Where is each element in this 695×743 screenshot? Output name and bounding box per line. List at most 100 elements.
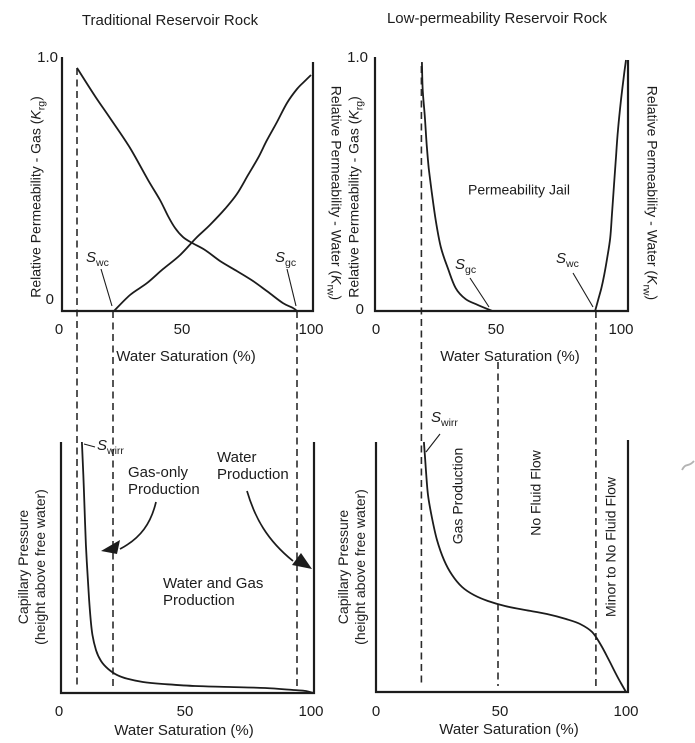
capillary-curve-low-perm [423,441,627,693]
ylabel-symbol: K [345,110,362,120]
gas-only-production-label: Gas-only Production [128,464,200,498]
height-above-free-water-line: (height above free water) [352,489,368,645]
water-production-label: Water Production [217,449,289,483]
xtick-50-bottom-left: 50 [176,703,194,720]
ylabel-symbol: K [27,110,44,120]
ytick-min-top-left: 0 [45,291,54,308]
curves [76,59,627,694]
annotation-arrows [101,490,312,569]
marker-subscript: gc [285,257,297,269]
krw-curve-low-perm [594,59,627,312]
marker-subscript: wc [566,258,579,270]
sgc-marker-top-right: Sgc [455,257,476,278]
xtick-0-top-right: 0 [371,321,381,338]
ylabel-subscript: rw [324,284,337,296]
xtick-0-bottom-left: 0 [54,703,64,720]
marker-symbol: S [86,249,97,266]
xtick-50-top-left: 50 [173,321,191,338]
xlabel-top-right: Water Saturation (%) [440,348,580,365]
swc-pointer-top-left [100,268,113,307]
marker-symbol: S [97,437,108,454]
xlabel-bottom-left: Water Saturation (%) [114,722,254,739]
marker-subscript: wirr [441,417,458,429]
scan-artifact [681,460,695,471]
ylabel-subscript: rg [353,100,366,111]
swirr-pointer-bottom-right [425,433,441,453]
krg-curve-low-perm [421,62,493,312]
gas-only-arrowhead [101,540,120,554]
swirr-marker-bottom-left: Swirr [97,438,124,459]
sgc-pointer-top-right [469,277,490,308]
annotation-line: Production [128,481,200,498]
marker-symbol: S [455,256,466,273]
permeability-jail-label: Permeability Jail [468,181,570,198]
xtick-0-top-left: 0 [54,321,64,338]
minor-no-fluid-flow-label: Minor to No Fluid Flow [602,476,619,618]
marker-symbol: S [556,250,567,267]
annotation-line: Production [163,592,235,609]
no-fluid-flow-label: No Fluid Flow [527,450,544,536]
ylabel-close: ) [644,295,661,301]
xlabel-bottom-right: Water Saturation (%) [439,721,579,738]
ylabel-water-top-left: Relative Permeability - Water (Krw) [322,86,345,300]
axes-bottom-right [374,440,630,694]
ylabel-subscript: rw [640,284,653,296]
axes-top-left [60,57,315,313]
sgc-marker-top-left: Sgc [275,250,296,271]
water-production-arrow [246,490,294,562]
ylabel-text: Relative Permeability - Water ( [328,85,345,276]
ylabel-gas-top-left: Relative Permeability - Gas (Krg) [28,96,51,298]
height-above-free-water-line: (height above free water) [32,489,48,645]
swc-pointer-top-right [572,272,594,308]
axes [59,57,630,695]
ylabel-water-top-right: Relative Permeability - Water (Krw) [638,86,661,300]
title-low-perm: Low-permeability Reservoir Rock [386,10,608,27]
krg-curve-traditional [76,67,298,312]
ylabel-text: Relative Permeability - Water ( [644,85,661,276]
marker-subscript: wc [96,257,109,269]
ylabel-close: ) [27,96,44,101]
axes-top-right [373,57,630,313]
ytick-max-top-right: 1.0 [347,49,368,66]
sgc-pointer-top-left [286,268,297,307]
xtick-100-top-left: 100 [298,321,324,338]
ylabel-capillary-bottom-left: Capillary Pressure (height above free wa… [15,489,49,645]
swirr-pointer-bottom-left [83,443,96,448]
krw-curve-traditional [113,74,312,312]
annotation-line: Gas-only [128,464,189,481]
capillary-curve-traditional [81,441,314,694]
annotation-line: Water and Gas [163,575,264,592]
marker-symbol: S [431,409,442,426]
ylabel-symbol: K [644,275,661,285]
ylabel-text: Relative Permeability - Gas ( [345,119,362,298]
swc-marker-top-left: Swc [86,250,109,271]
ylabel-capillary-bottom-right: Capillary Pressure (height above free wa… [335,489,369,645]
gas-only-arrow [119,501,157,550]
marker-symbol: S [275,249,286,266]
xtick-50-bottom-right: 50 [491,703,509,720]
ylabel-close: ) [328,295,345,301]
swc-marker-top-right: Swc [556,251,579,272]
ylabel-text: Relative Permeability - Gas ( [27,119,44,298]
ylabel-close: ) [345,96,362,101]
dashed-grid-lines [76,66,597,686]
marker-pointer-lines [83,268,594,453]
marker-subscript: gc [465,264,477,276]
ylabel-gas-top-right: Relative Permeability - Gas (Krg) [346,96,369,298]
swirr-marker-bottom-right: Swirr [431,410,458,431]
capillary-pressure-line: Capillary Pressure [15,509,31,625]
ytick-max-top-left: 1.0 [37,49,58,66]
xtick-50-top-right: 50 [487,321,505,338]
title-traditional: Traditional Reservoir Rock [81,12,259,29]
capillary-pressure-line: Capillary Pressure [335,509,351,625]
xtick-100-top-right: 100 [608,321,634,338]
xtick-100-bottom-right: 100 [613,703,639,720]
annotation-line: Production [217,466,289,483]
water-and-gas-production-label: Water and Gas Production [163,575,263,609]
xtick-100-bottom-left: 100 [298,703,324,720]
axes-bottom-left [59,442,316,695]
xtick-0-bottom-right: 0 [371,703,381,720]
ylabel-symbol: K [328,275,345,285]
